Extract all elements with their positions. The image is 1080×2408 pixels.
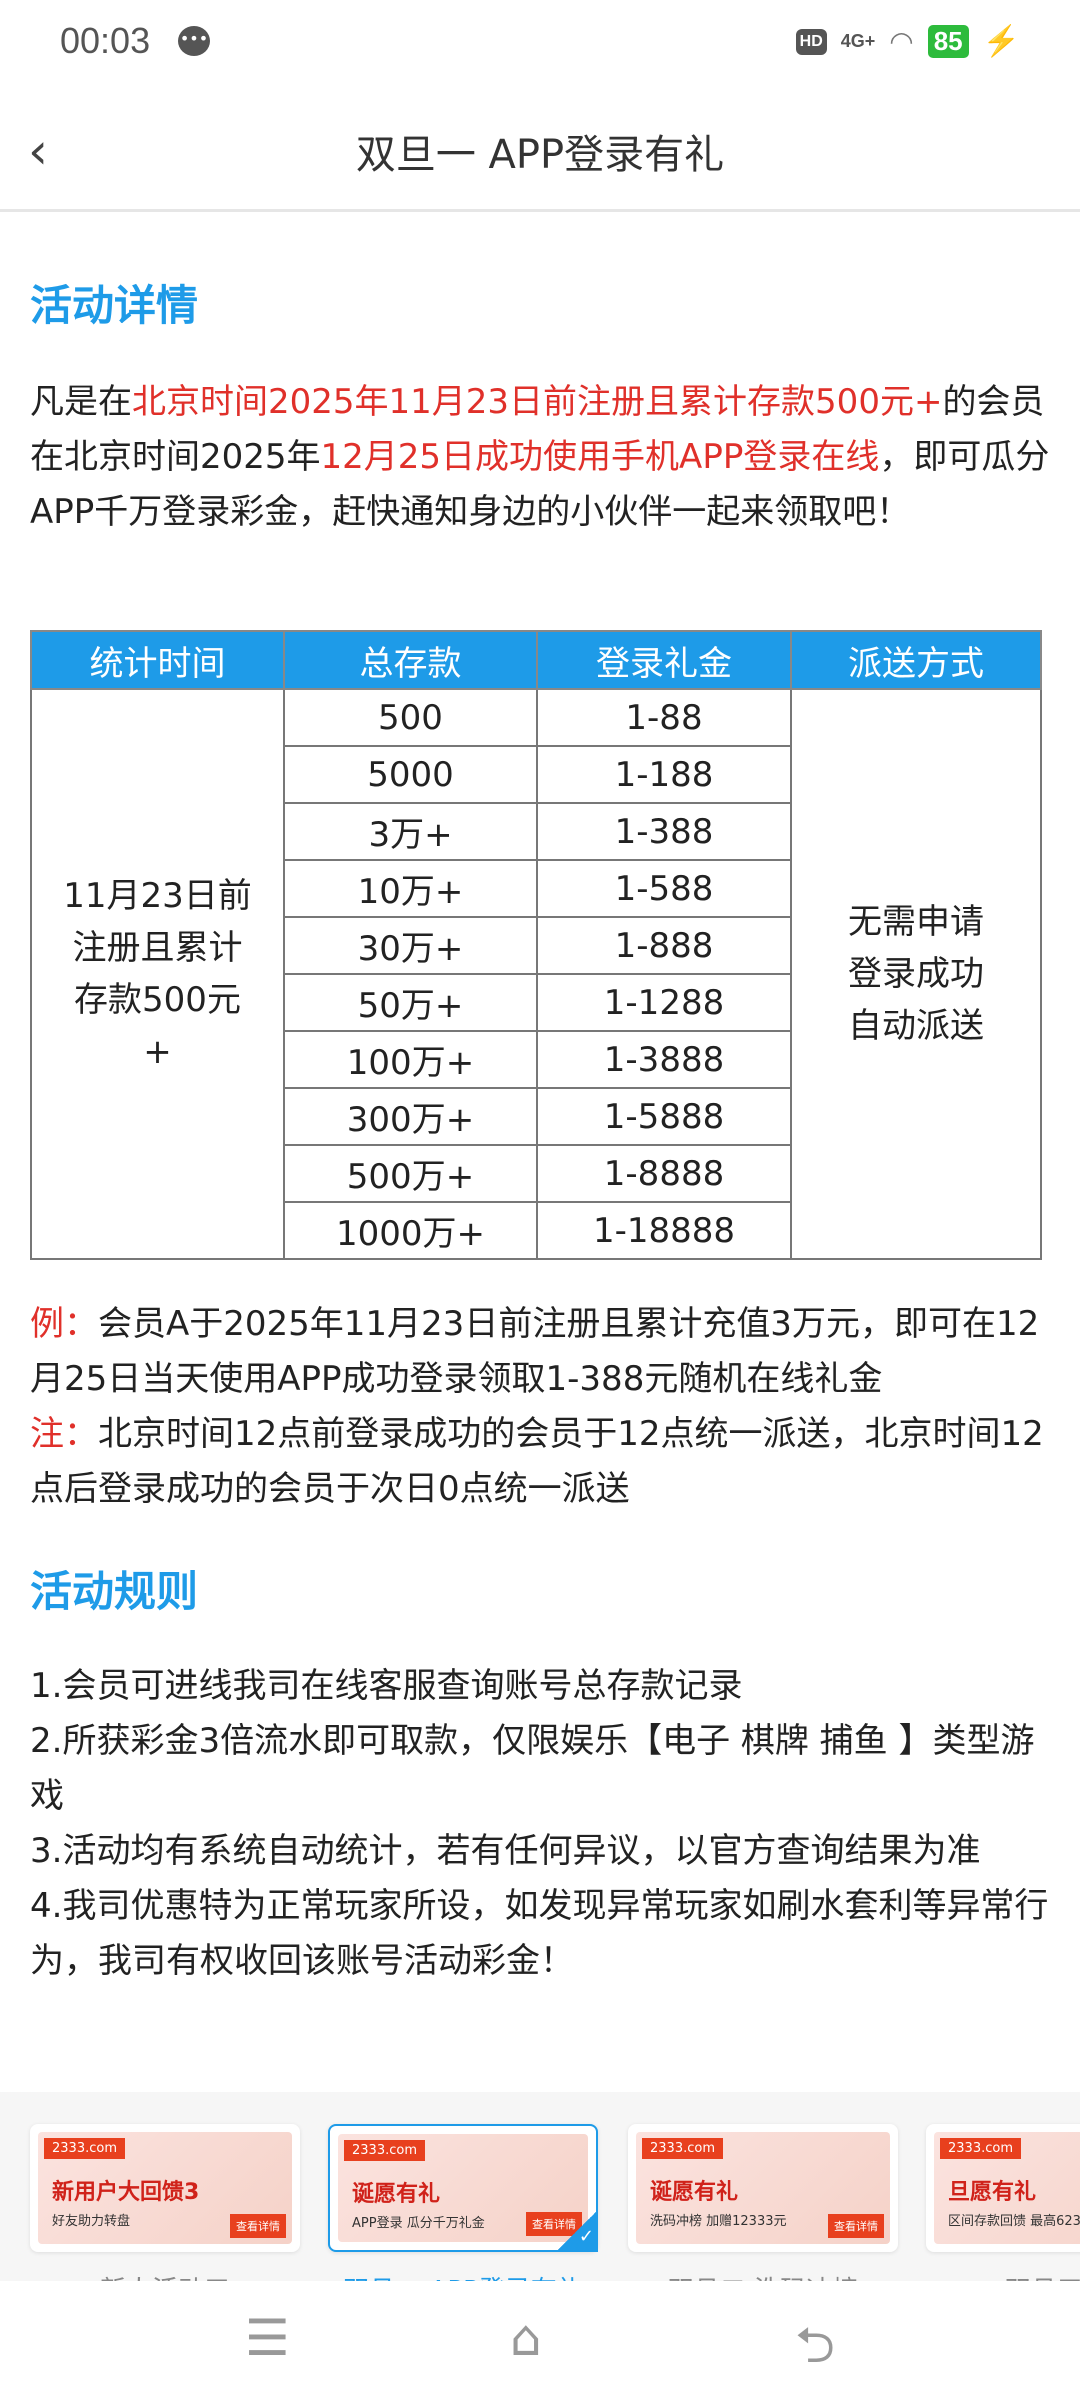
deposit-cell: 500 (283, 688, 538, 747)
page-title: 双旦一 APP登录有礼 (355, 132, 725, 178)
section-title-rules: 活动规则 (30, 1567, 199, 1616)
table-row: 10万+ 1-588 (31, 859, 1041, 918)
details-paragraph: 凡是在北京时间2025年11月23日前注册且累计存款500元+的会员在北京时间2… (30, 382, 1050, 532)
table-row: 1000万+ 1-18888 (31, 1201, 1041, 1260)
thumbnail-label[interactable]: 双旦三 区 (926, 2270, 1080, 2281)
table-row: 500万+ 1-8888 (31, 1144, 1041, 1203)
banner-title: 诞愿有礼 (650, 2180, 739, 2205)
note-text: 注：北京时间12点前登录成功的会员于12点统一派送，北京时间12点后登录成功的会… (30, 1414, 1044, 1509)
example-text: 例：会员A于2025年11月23日前注册且累计充值3万元，即可在12月25日当天… (30, 1304, 1040, 1399)
selected-check-icon: ✓ (556, 2210, 598, 2252)
activity-thumbnail[interactable]: 2333.com 诞愿有礼 APP登录 瓜分千万礼金 查看详情 ✓ (328, 2124, 598, 2252)
table-row: 5000 1-188 (31, 745, 1041, 804)
col-header: 总存款 (283, 630, 538, 690)
system-nav-bar: ☰ ⌂ ⮌ (0, 2281, 1080, 2408)
banner-image: 2333.com 新用户大回馈3 好友助力转盘 查看详情 (38, 2132, 292, 2244)
message-notification-icon: ••• (178, 26, 210, 56)
col-header: 登录礼金 (536, 630, 792, 690)
banner-title: 旦愿有礼 (948, 2180, 1037, 2205)
deposit-cell: 50万+ (283, 973, 538, 1032)
reward-table: 统计时间 总存款 登录礼金 派送方式 11月23日前注册且累计存款500元+ 50… (30, 630, 1042, 1260)
app-header: ‹ 双旦一 APP登录有礼 (0, 100, 1080, 212)
thumbnail-label[interactable]: 新人活动三 (30, 2270, 300, 2281)
banner-subtitle: 洗码冲榜 加赠12333元 (650, 2214, 787, 2229)
banner-logo: 2333.com (344, 2140, 425, 2161)
bonus-cell: 1-588 (536, 859, 792, 918)
deposit-cell: 3万+ (283, 802, 538, 861)
rule-item: 1.会员可进线我司在线客服查询账号总存款记录 (30, 1666, 743, 1706)
bonus-cell: 1-5888 (536, 1087, 792, 1146)
bonus-cell: 1-8888 (536, 1144, 792, 1203)
rule-item: 4.我司优惠特为正常玩家所设，如发现异常玩家如刷水套利等异常行为，我司有权收回该… (30, 1886, 1049, 1981)
home-icon[interactable]: ⌂ (510, 2309, 542, 2367)
deposit-cell: 1000万+ (283, 1201, 538, 1260)
bonus-cell: 1-188 (536, 745, 792, 804)
activity-thumbnail[interactable]: 2333.com 诞愿有礼洗码冲榜 加赠12333元 查看详情 (628, 2124, 898, 2252)
charging-icon: ⚡ (982, 25, 1020, 58)
banner-logo: 2333.com (642, 2138, 723, 2159)
banner-subtitle: 好友助力转盘 (52, 2214, 131, 2229)
thumbnail-label[interactable]: 双旦一 APP登录有礼 (328, 2270, 598, 2281)
banner-image: 2333.com 诞愿有礼 APP登录 瓜分千万礼金 查看详情 (338, 2134, 588, 2242)
col-header: 派送方式 (790, 630, 1042, 690)
delivery-cell: 无需申请登录成功自动派送 (790, 688, 1042, 1260)
banner-title: 新用户大回馈3 (52, 2180, 200, 2205)
cellular-signal-icon: 4G+ (840, 31, 876, 51)
deposit-cell: 5000 (283, 745, 538, 804)
banner-subtitle: APP登录 瓜分千万礼金 (352, 2216, 485, 2231)
section-title-details: 活动详情 (30, 281, 199, 330)
status-bar: 00:03 ••• HD 4G+ ◠ 85 ⚡ (0, 0, 1080, 100)
thumbnail-label[interactable]: 双旦二 洗码冲榜 (628, 2270, 898, 2281)
table-row: 3万+ 1-388 (31, 802, 1041, 861)
banner-details-button: 查看详情 (230, 2214, 286, 2238)
deposit-cell: 100万+ (283, 1030, 538, 1089)
deposit-cell: 30万+ (283, 916, 538, 975)
banner-title: 诞愿有礼 (352, 2182, 441, 2207)
period-cell: 11月23日前注册且累计存款500元+ (30, 688, 285, 1260)
table-row: 300万+ 1-5888 (31, 1087, 1041, 1146)
activity-thumbnail[interactable]: 2333.com 新用户大回馈3 好友助力转盘 查看详情 (30, 2124, 300, 2252)
bonus-cell: 1-88 (536, 688, 792, 747)
back-chevron-icon[interactable]: ‹ (28, 122, 48, 180)
bonus-cell: 1-18888 (536, 1201, 792, 1260)
table-row: 11月23日前注册且累计存款500元+ 500 1-88 无需申请登录成功自动派送 (30, 688, 1042, 1260)
menu-icon[interactable]: ☰ (245, 2309, 290, 2367)
bonus-cell: 1-388 (536, 802, 792, 861)
banner-details-button: 查看详情 (828, 2214, 884, 2238)
col-header: 统计时间 (30, 630, 285, 690)
deposit-cell: 500万+ (283, 1144, 538, 1203)
bonus-cell: 1-1288 (536, 973, 792, 1032)
deposit-cell: 10万+ (283, 859, 538, 918)
activity-carousel[interactable]: 2333.com 新用户大回馈3 好友助力转盘 查看详情新人活动三 2333.com 诞愿… (0, 2092, 1080, 2281)
table-row: 30万+ 1-888 (31, 916, 1041, 975)
banner-logo: 2333.com (44, 2138, 125, 2159)
bonus-cell: 1-3888 (536, 1030, 792, 1089)
table-row: 100万+ 1-3888 (31, 1030, 1041, 1089)
clock: 00:03 (60, 20, 151, 61)
wifi-icon: ◠ (889, 26, 914, 57)
hd-icon: HD (795, 28, 827, 55)
bonus-cell: 1-888 (536, 916, 792, 975)
banner-logo: 2333.com (940, 2138, 1021, 2159)
rule-item: 3.活动均有系统自动统计，若有任何异议，以官方查询结果为准 (30, 1831, 981, 1871)
banner-image: 2333.com 诞愿有礼洗码冲榜 加赠12333元 查看详情 (636, 2132, 890, 2244)
battery-icon: 85 (927, 25, 969, 58)
rule-item: 2.所获彩金3倍流水即可取款，仅限娱乐【电子 棋牌 捕鱼 】类型游戏 (30, 1721, 1035, 1816)
table-row: 50万+ 1-1288 (31, 973, 1041, 1032)
rules-list: 1.会员可进线我司在线客服查询账号总存款记录 2.所获彩金3倍流水即可取款，仅限… (30, 1659, 1060, 1989)
banner-subtitle: 区间存款回馈 最高62333元 (948, 2214, 1080, 2229)
deposit-cell: 300万+ (283, 1087, 538, 1146)
back-icon[interactable]: ⮌ (795, 2316, 836, 2374)
